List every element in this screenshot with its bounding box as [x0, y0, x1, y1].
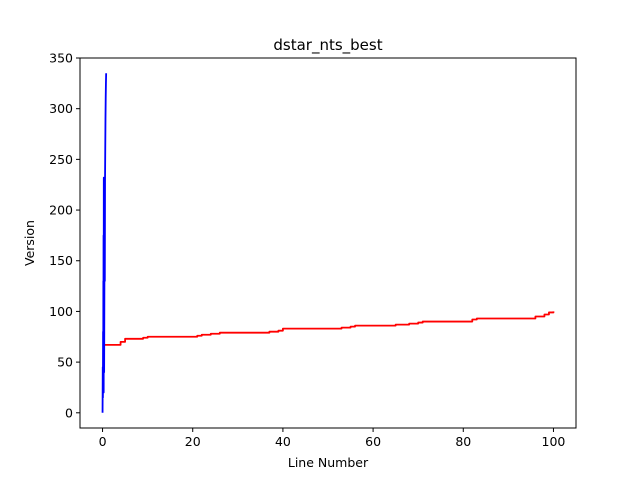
- y-axis-label: Version: [22, 220, 37, 266]
- series-layer: [101, 73, 555, 413]
- series-line-0: [102, 311, 555, 346]
- y-tick-label: 150: [49, 253, 73, 268]
- x-tick-label: 100: [542, 434, 566, 449]
- axes-frame: [79, 57, 577, 429]
- plot-area: [79, 57, 577, 429]
- chart-title: dstar_nts_best: [273, 36, 382, 55]
- y-tick-label: 300: [49, 101, 73, 116]
- x-tick-label: 40: [275, 434, 291, 449]
- x-tick-label: 20: [185, 434, 201, 449]
- series-line-1: [101, 73, 108, 413]
- y-tick-label: 50: [57, 355, 73, 370]
- y-axis-ticks: 0 50 100 150 200 250 300 350: [49, 51, 80, 420]
- x-tick-label: 60: [365, 434, 381, 449]
- y-tick-label: 100: [49, 304, 73, 319]
- y-tick-label: 250: [49, 152, 73, 167]
- x-axis-label: Line Number: [288, 455, 369, 470]
- x-tick-label: 80: [455, 434, 471, 449]
- x-axis-ticks: 0 20 40 60 80 100: [99, 428, 566, 449]
- y-tick-label: 350: [49, 51, 73, 66]
- y-tick-label: 200: [49, 203, 73, 218]
- x-tick-label: 0: [99, 434, 107, 449]
- y-tick-label: 0: [65, 405, 73, 420]
